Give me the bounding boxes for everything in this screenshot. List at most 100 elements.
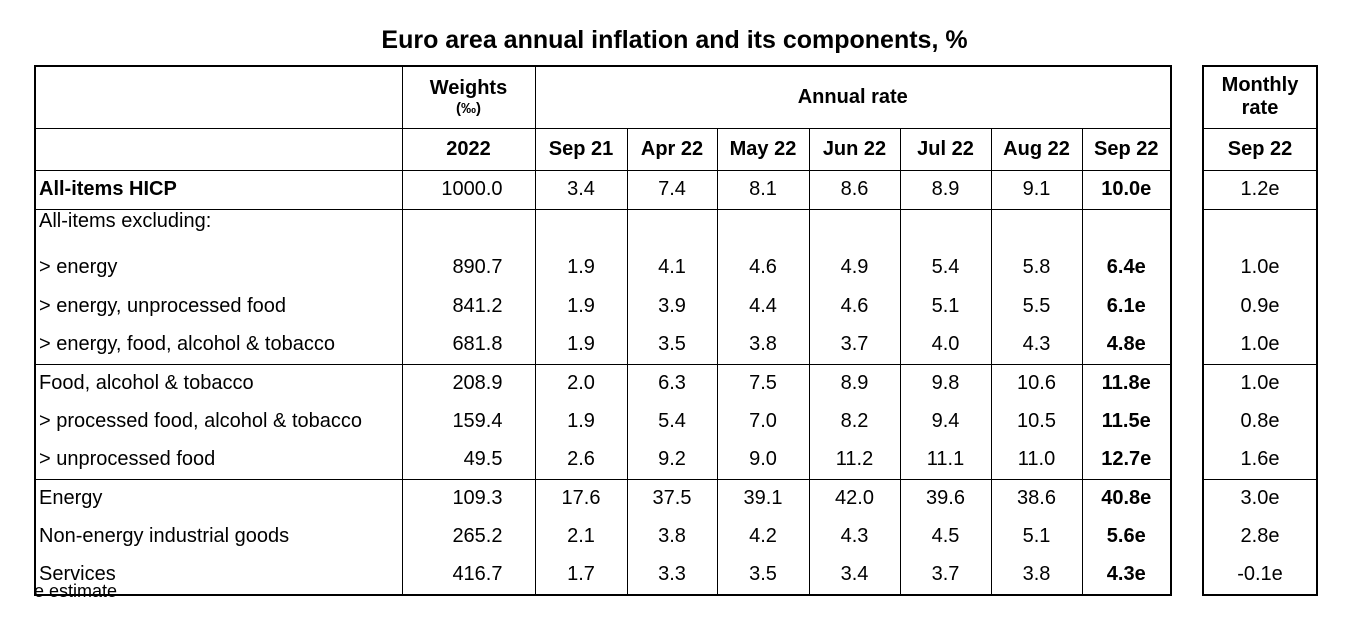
- rate-cell: 5.4: [626, 402, 717, 441]
- rate-cell: 10.6: [990, 364, 1082, 403]
- table-row: All-items excluding:: [35, 209, 1171, 248]
- rate-cell: 5.6e: [1081, 517, 1171, 556]
- weights-header: Weights (‰): [401, 66, 535, 128]
- rate-cell: 3.8: [990, 555, 1082, 595]
- rate-cell: 1.9: [534, 402, 627, 441]
- rate-cell: 5.8: [990, 247, 1082, 288]
- weight-cell: 681.8: [401, 325, 535, 364]
- monthly-rate-cell: 0.8e: [1240, 410, 1280, 432]
- rate-cell: 4.9: [808, 247, 900, 288]
- row-label: Non-energy industrial goods: [39, 525, 290, 547]
- month-header: May 22: [716, 128, 809, 170]
- rate-cell: 40.8e: [1081, 479, 1171, 518]
- row-label: > unprocessed food: [39, 448, 216, 470]
- rate-cell: 3.3: [626, 555, 717, 595]
- month-header: Apr 22: [626, 128, 717, 170]
- row-label: > energy, food, alcohol & tobacco: [39, 333, 335, 355]
- rate-cell: 4.3e: [1081, 555, 1171, 595]
- table-row: > energy 890.7 1.9 4.1 4.6 4.9 5.4 5.8 6.4e: [35, 247, 1171, 288]
- weight-cell: 265.2: [401, 517, 535, 556]
- weight-cell: 208.9: [401, 364, 535, 403]
- rate-cell: 11.8e: [1081, 364, 1171, 403]
- rate-cell: 7.0: [716, 402, 809, 441]
- month-header: Jun 22: [808, 128, 900, 170]
- rate-cell: 3.9: [626, 287, 717, 326]
- rate-cell: 37.5: [626, 479, 717, 518]
- month-header: Jul 22: [899, 128, 991, 170]
- rate-cell: 5.1: [899, 287, 991, 326]
- weight-cell: 841.2: [401, 287, 535, 326]
- table-row: All-items HICP 1000.0 3.4 7.4 8.1 8.6 8.9 9.1 10…: [35, 170, 1171, 209]
- rate-cell: [534, 209, 627, 248]
- rate-cell: 9.2: [626, 440, 717, 479]
- weight-cell: 1000.0: [401, 170, 535, 209]
- rate-cell: 3.5: [716, 555, 809, 595]
- rate-cell: 42.0: [808, 479, 900, 518]
- table-row: 1.0e: [1203, 326, 1317, 364]
- rate-cell: 4.4: [716, 287, 809, 326]
- rate-cell: 3.8: [716, 325, 809, 364]
- table-row: 3.0e: [1203, 479, 1317, 518]
- table-row: > energy, unprocessed food 841.2 1.9 3.9 4.4…: [35, 287, 1171, 326]
- rate-cell: 10.5: [990, 402, 1082, 441]
- row-label: Services: [39, 563, 116, 585]
- rate-cell: 7.5: [716, 364, 809, 403]
- row-label: Food, alcohol & tobacco: [39, 372, 254, 394]
- rate-cell: 8.1: [716, 170, 809, 209]
- rate-cell: 3.8: [626, 517, 717, 556]
- monthly-rate-cell: [1203, 209, 1317, 248]
- rate-cell: 11.1: [899, 440, 991, 479]
- monthly-month-header: Sep 22: [1227, 137, 1293, 160]
- month-header: Sep 22: [1081, 128, 1171, 170]
- weight-year-header: 2022: [401, 128, 535, 170]
- rate-cell: 1.9: [534, 325, 627, 364]
- rate-cell: [716, 209, 809, 248]
- rate-cell: 39.1: [716, 479, 809, 518]
- page-title: Euro area annual inflation and its compo…: [381, 26, 968, 54]
- rate-cell: 3.4: [808, 555, 900, 595]
- rate-cell: 9.8: [899, 364, 991, 403]
- table-row: Non-energy industrial goods 265.2 2.1 3.8 4.…: [35, 517, 1171, 556]
- table-row: 1.2e: [1203, 170, 1317, 209]
- month-header: Aug 22: [990, 128, 1082, 170]
- corner-cell: [35, 66, 402, 128]
- rate-cell: 4.1: [626, 247, 717, 288]
- table-row: 2.8e: [1203, 518, 1317, 556]
- monthly-rate-cell: 2.8e: [1240, 525, 1280, 547]
- weight-cell: 416.7: [401, 555, 535, 595]
- rate-cell: 4.8e: [1081, 325, 1171, 364]
- table-row: 1.6e: [1203, 441, 1317, 479]
- rate-cell: 11.0: [990, 440, 1082, 479]
- table-row: 0.9e: [1203, 288, 1317, 326]
- rate-cell: 11.2: [808, 440, 900, 479]
- monthly-rate-cell: 3.0e: [1240, 487, 1280, 509]
- monthly-rate-header: Monthly rate: [1221, 74, 1299, 120]
- rate-cell: 4.6: [808, 287, 900, 326]
- rate-cell: 2.6: [534, 440, 627, 479]
- monthly-rate-cell: 1.0e: [1240, 372, 1280, 394]
- table-row: > processed food, alcohol & tobacco 159.4…: [35, 402, 1171, 441]
- rate-cell: 8.6: [808, 170, 900, 209]
- table-row: -0.1e: [1203, 556, 1317, 595]
- table-row: 1.0e: [1203, 248, 1317, 288]
- monthly-rate-table: Monthly rate Sep 22 1.2e 1.0e 0.9e 1.0e 1.0e…: [1202, 65, 1318, 596]
- rate-cell: [899, 209, 991, 248]
- weight-cell: 49.5: [401, 440, 535, 479]
- table-row: > unprocessed food 49.5 2.6 9.2 9.0 11.2 11.1 1…: [35, 440, 1171, 479]
- rate-cell: 9.1: [990, 170, 1082, 209]
- monthly-rate-cell: 1.2e: [1240, 178, 1280, 200]
- weight-cell: 159.4: [401, 402, 535, 441]
- rate-cell: 8.9: [808, 364, 900, 403]
- table-row: > energy, food, alcohol & tobacco 681.8 1.…: [35, 325, 1171, 364]
- rate-cell: 6.1e: [1081, 287, 1171, 326]
- rate-cell: 39.6: [899, 479, 991, 518]
- rate-cell: 6.3: [626, 364, 717, 403]
- rate-cell: 4.6: [716, 247, 809, 288]
- rate-cell: 38.6: [990, 479, 1082, 518]
- rate-cell: 5.4: [899, 247, 991, 288]
- rate-cell: 3.7: [808, 325, 900, 364]
- rate-cell: 9.4: [899, 402, 991, 441]
- table-row: [1203, 209, 1317, 248]
- rate-cell: [1081, 209, 1171, 248]
- table-row: 0.8e: [1203, 403, 1317, 441]
